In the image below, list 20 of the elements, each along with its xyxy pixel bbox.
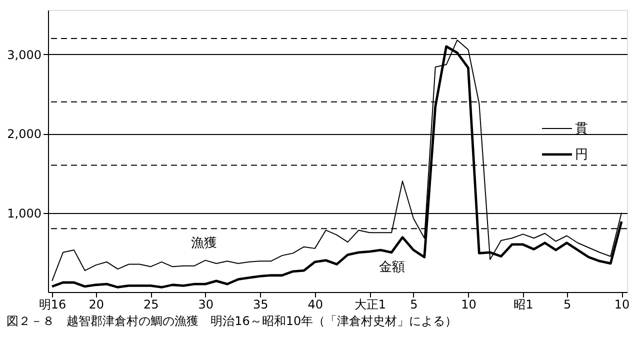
x-tick-label: 5 [563,298,572,312]
x-tick-label: 35 [252,298,268,312]
y-tick-label: 2,000 [7,127,42,142]
x-tick-label: 30 [198,298,214,312]
legend-label: 円 [575,147,588,162]
x-tick-label: 10 [614,298,630,312]
legend-label: 貫 [575,121,588,136]
annotation: 漁獲 [191,236,217,251]
x-tick-label: 25 [143,298,159,312]
y-tick-label: 1,000 [7,206,42,220]
x-tick-label: 昭1 [514,298,534,312]
annotation: 金額 [379,260,405,275]
x-tick-label: 10 [461,298,476,312]
x-tick-label: 明16 [38,298,66,312]
x-tick-label: 大正1 [354,298,386,312]
x-tick-label: 40 [308,298,324,312]
x-tick-label: 5 [410,298,418,312]
x-tick-label: 20 [88,298,104,312]
text: 図２－８ 越智郡津倉村の鯛の漁獲 明治16～昭和10年（「津倉村史材」による） [6,314,458,328]
y-tick-label: 3,000 [7,48,42,62]
